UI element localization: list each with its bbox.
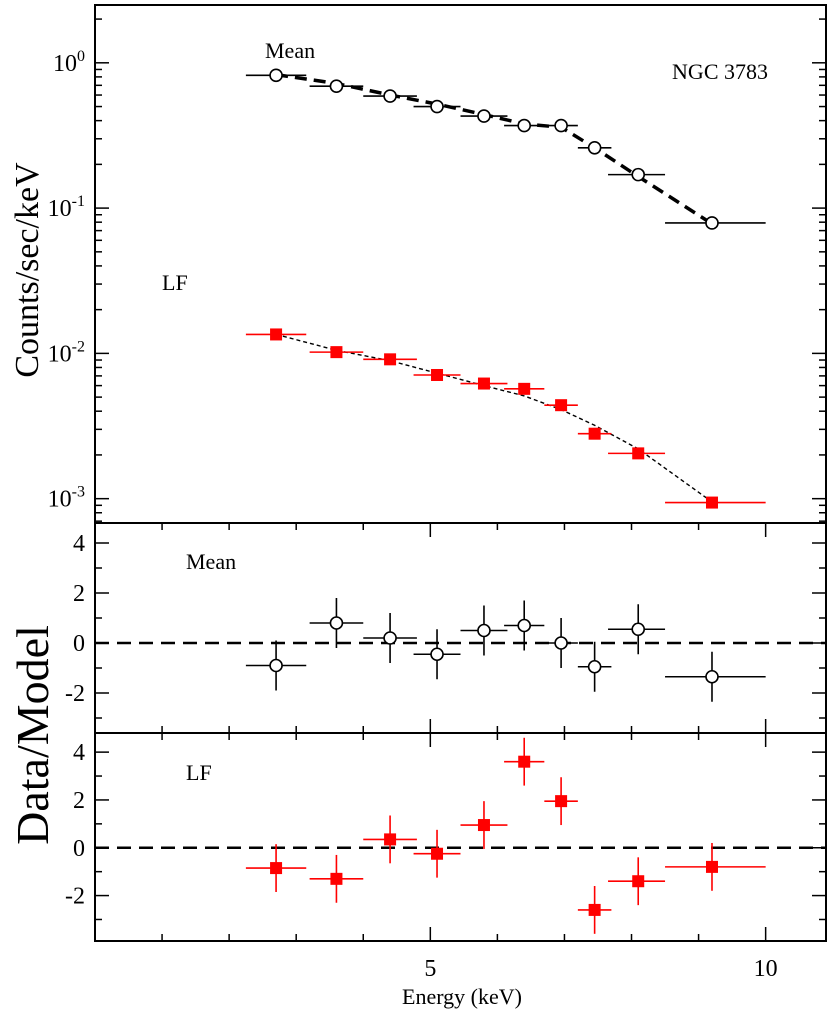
data-point: [430, 99, 444, 114]
residual-point: [705, 669, 719, 684]
y-tick-label: 10-1: [48, 193, 85, 222]
residual-point: [431, 847, 444, 860]
residual-mean-marks: [245, 598, 766, 702]
data-point: [431, 368, 444, 381]
data-point: [477, 109, 491, 123]
residual-lf-axes: -2 0 2 4 5 10: [65, 733, 826, 982]
residual-point: [518, 755, 531, 768]
residual-point: [269, 658, 283, 673]
data-point: [555, 399, 568, 412]
y-tick-label: -2: [65, 681, 85, 707]
spectrum-panel: 100 10-1 10-2 10-3 NGC 3783 Mean LF Counts/…: [9, 4, 827, 524]
y-tick-label: 2: [73, 581, 85, 607]
model-line-mean: [275, 72, 713, 226]
residual-point: [705, 860, 718, 873]
chart-title: NGC 3783: [672, 59, 768, 84]
y-tick-label: 10-2: [48, 338, 85, 367]
data-point: [705, 496, 718, 509]
data-point: [518, 382, 531, 395]
data-point: [383, 89, 397, 103]
series-label-lf: LF: [162, 270, 188, 295]
model-line-lf: [275, 333, 713, 503]
residual-point: [587, 659, 602, 674]
residual-lf-frame: [94, 732, 827, 942]
series-label-mean: Mean: [265, 38, 315, 63]
residual-mean-axes: -2 0 2 4: [65, 523, 826, 733]
y-tick-label: 100: [53, 48, 85, 77]
residual-point: [329, 616, 344, 630]
data-point: [330, 346, 343, 359]
y-tick-label: 2: [73, 788, 85, 814]
data-point: [384, 353, 397, 366]
data-point: [632, 447, 645, 460]
residual-point: [330, 872, 343, 885]
x-tick-label: 5: [424, 956, 436, 982]
data-point: [270, 328, 283, 341]
data-point: [477, 377, 490, 390]
y-tick-label: 0: [73, 836, 85, 862]
residual-point: [384, 833, 397, 846]
y-tick-label: 0: [73, 631, 85, 657]
x-tick-label: 10: [754, 956, 778, 982]
data-point: [329, 79, 344, 94]
residual-point: [555, 795, 568, 808]
residual-lf-panel: -2 0 2 4 5 10 LF Energy (keV): [65, 732, 827, 1009]
residual-mean-label: Mean: [186, 549, 236, 574]
residual-point: [631, 622, 646, 637]
residual-point: [588, 903, 601, 916]
data-point: [587, 141, 602, 155]
spectrum-model-lines: [275, 72, 713, 503]
y-tick-label: 10-3: [48, 484, 85, 513]
spectrum-data-marks: [245, 68, 766, 509]
spectrum-axes: 100 10-1 10-2 10-3: [48, 18, 826, 522]
residual-point: [477, 819, 490, 832]
residual-mean-panel: -2 0 2 4 Mean: [65, 522, 827, 734]
residual-point: [517, 618, 532, 633]
data-point: [517, 118, 532, 133]
y-axis-label: Counts/sec/keV: [9, 162, 46, 378]
y-tick-label: 4: [73, 740, 85, 766]
data-point: [631, 167, 646, 182]
y-tick-label: -2: [65, 884, 85, 910]
residual-point: [270, 862, 283, 875]
data-point: [705, 216, 719, 230]
residual-y-axis-label: Data/Model: [7, 625, 58, 845]
data-point: [554, 118, 568, 133]
residual-lf-label: LF: [186, 760, 212, 785]
residual-point: [554, 636, 568, 650]
data-point: [588, 427, 601, 440]
data-point: [269, 68, 283, 83]
residual-point: [477, 623, 491, 638]
residual-point: [430, 647, 444, 662]
x-axis-label: Energy (keV): [402, 984, 522, 1009]
residual-point: [383, 631, 397, 645]
residual-lf-marks: [245, 737, 766, 934]
residual-point: [632, 875, 645, 888]
y-tick-label: 4: [73, 531, 85, 557]
